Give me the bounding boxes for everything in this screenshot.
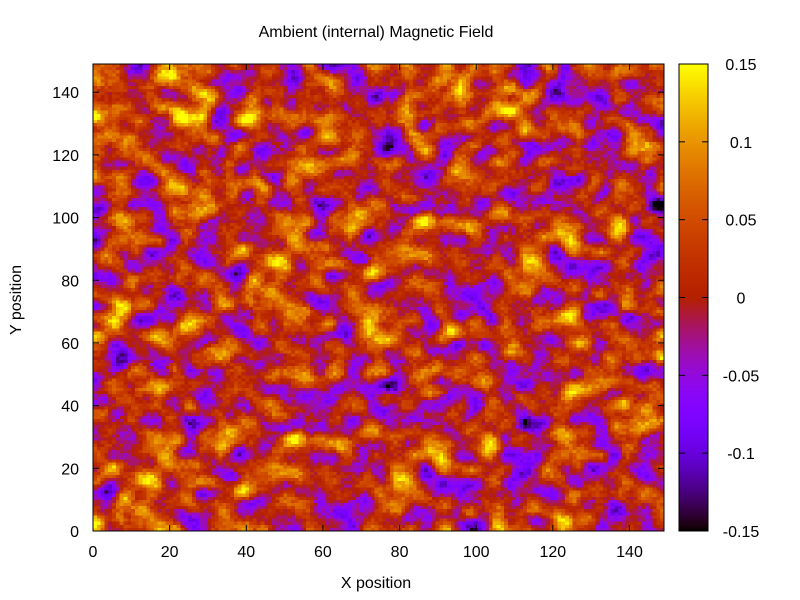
- x-tick-label: 120: [540, 544, 567, 561]
- y-tick-label: 80: [61, 273, 79, 290]
- heatmap-image: [93, 64, 664, 531]
- x-tick-label: 80: [391, 544, 409, 561]
- colorbar-tick-label: 0.05: [725, 213, 756, 230]
- x-tick-label: 40: [237, 544, 255, 561]
- y-tick-label: 20: [61, 461, 79, 478]
- x-tick-label: 20: [161, 544, 179, 561]
- x-tick-label: 100: [463, 544, 490, 561]
- x-tick-label: 60: [314, 544, 332, 561]
- colorbar-tick-label: 0.1: [730, 135, 752, 152]
- y-tick-label: 100: [52, 211, 79, 228]
- y-axis-ticks: 0 20 40 60 80 100 120 140: [52, 85, 664, 541]
- plot-frame: [92, 63, 665, 532]
- colorbar-tick-label: -0.05: [723, 368, 760, 385]
- y-tick-label: 60: [61, 336, 79, 353]
- x-tick-label: 0: [89, 544, 98, 561]
- y-axis-label: Y position: [8, 265, 25, 335]
- y-tick-label: 120: [52, 148, 79, 165]
- x-tick-label: 140: [616, 544, 643, 561]
- colorbar-tick-label: 0: [737, 291, 746, 308]
- colorbar-tick-label: -0.1: [727, 446, 755, 463]
- colorbar-tick-label: -0.15: [723, 524, 760, 541]
- y-tick-label: 140: [52, 85, 79, 102]
- x-axis-ticks: 0 20 40 60 80 100 120 140: [89, 64, 643, 561]
- x-axis-label: X position: [341, 575, 411, 592]
- colorbar-tick-label: 0.15: [725, 57, 756, 74]
- y-tick-label: 0: [70, 524, 79, 541]
- colorbar-ticks: 0.15 0.1 0.05 0 -0.05 -0.1 -0.15: [679, 57, 759, 541]
- chart-title: Ambient (internal) Magnetic Field: [259, 24, 494, 41]
- y-tick-label: 40: [61, 399, 79, 416]
